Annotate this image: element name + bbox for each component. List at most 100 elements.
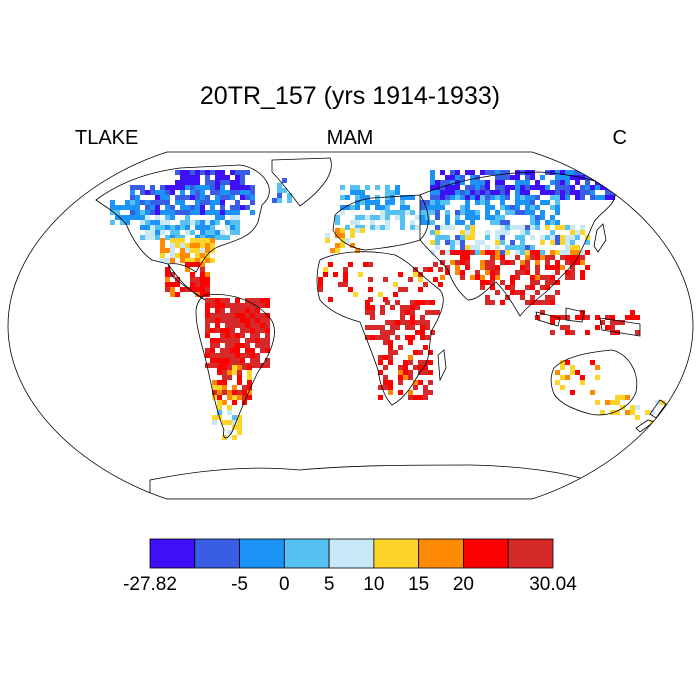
grid-cell bbox=[232, 390, 237, 395]
grid-cell bbox=[318, 282, 323, 287]
grid-cell bbox=[605, 190, 610, 195]
grid-cell bbox=[430, 250, 435, 255]
grid-cell bbox=[545, 300, 550, 305]
grid-cell bbox=[435, 235, 440, 240]
grid-cell bbox=[215, 328, 220, 333]
grid-cell bbox=[423, 385, 428, 390]
grid-cell bbox=[175, 235, 180, 240]
grid-cell bbox=[455, 270, 460, 275]
grid-cell bbox=[335, 233, 340, 238]
grid-cell bbox=[560, 250, 565, 255]
grid-cell bbox=[175, 195, 180, 200]
grid-cell bbox=[515, 290, 520, 295]
grid-cell bbox=[415, 330, 420, 335]
grid-cell bbox=[210, 238, 215, 243]
colorbar-swatch bbox=[418, 538, 464, 569]
grid-cell bbox=[165, 200, 170, 205]
grid-cell bbox=[445, 235, 450, 240]
grid-cell bbox=[220, 318, 225, 323]
grid-cell bbox=[240, 303, 245, 308]
grid-cell bbox=[225, 313, 230, 318]
grid-cell bbox=[425, 310, 430, 315]
grid-cell bbox=[418, 272, 423, 277]
grid-cell bbox=[430, 240, 435, 245]
grid-cell bbox=[560, 385, 565, 390]
grid-cell bbox=[480, 170, 485, 175]
grid-cell bbox=[190, 287, 195, 292]
grid-cell bbox=[190, 248, 195, 253]
grid-cell bbox=[230, 185, 235, 190]
grid-cell bbox=[160, 230, 165, 235]
grid-cell bbox=[232, 395, 237, 400]
grid-cell bbox=[580, 255, 585, 260]
grid-cell bbox=[420, 315, 425, 320]
grid-cell bbox=[595, 315, 600, 320]
grid-cell bbox=[505, 285, 510, 290]
grid-cell bbox=[380, 225, 385, 230]
grid-cell bbox=[595, 375, 600, 380]
grid-cell bbox=[460, 175, 465, 180]
grid-cell bbox=[350, 220, 355, 225]
grid-cell bbox=[230, 195, 235, 200]
grid-cell bbox=[580, 375, 585, 380]
grid-cell bbox=[495, 210, 500, 215]
grid-cell bbox=[395, 300, 400, 305]
grid-cell bbox=[490, 275, 495, 280]
grid-cell bbox=[175, 225, 180, 230]
grid-cell bbox=[222, 375, 227, 380]
colorbar-swatch bbox=[373, 538, 420, 569]
grid-cell bbox=[418, 370, 423, 375]
grid-cell bbox=[455, 210, 460, 215]
grid-cell bbox=[140, 235, 145, 240]
grid-cell bbox=[185, 170, 190, 175]
grid-cell bbox=[595, 365, 600, 370]
grid-cell bbox=[237, 370, 242, 375]
grid-cell bbox=[350, 205, 355, 210]
grid-cell bbox=[200, 220, 205, 225]
grid-cell bbox=[485, 280, 490, 285]
grid-cell bbox=[428, 267, 433, 272]
grid-cell bbox=[645, 410, 650, 415]
grid-cell bbox=[335, 248, 340, 253]
grid-cell bbox=[430, 180, 435, 185]
grid-cell bbox=[195, 210, 200, 215]
grid-cell bbox=[350, 233, 355, 238]
grid-cell bbox=[340, 205, 345, 210]
grid-cell bbox=[393, 282, 398, 287]
grid-cell bbox=[175, 210, 180, 215]
grid-cell bbox=[520, 295, 525, 300]
grid-cell bbox=[360, 195, 365, 200]
grid-cell bbox=[220, 175, 225, 180]
grid-cell bbox=[525, 190, 530, 195]
grid-cell bbox=[205, 238, 210, 243]
colorbar-tick-label: 20 bbox=[452, 574, 475, 595]
grid-cell bbox=[385, 200, 390, 205]
grid-cell bbox=[205, 253, 210, 258]
grid-cell bbox=[605, 195, 610, 200]
grid-cell bbox=[415, 300, 420, 305]
grid-cell bbox=[375, 325, 380, 330]
grid-cell bbox=[430, 330, 435, 335]
grid-cell bbox=[530, 195, 535, 200]
grid-cell bbox=[145, 190, 150, 195]
grid-cell bbox=[475, 215, 480, 220]
grid-cell bbox=[220, 210, 225, 215]
grid-cell bbox=[475, 245, 480, 250]
grid-cell bbox=[235, 200, 240, 205]
grid-cell bbox=[565, 330, 570, 335]
grid-cell bbox=[170, 230, 175, 235]
grid-cell bbox=[585, 315, 590, 320]
grid-cell bbox=[383, 355, 388, 360]
grid-cell bbox=[520, 200, 525, 205]
grid-cell bbox=[160, 210, 165, 215]
grid-cell bbox=[430, 210, 435, 215]
grid-cell bbox=[530, 280, 535, 285]
grid-cell bbox=[510, 205, 515, 210]
grid-cell bbox=[225, 225, 230, 230]
grid-cell bbox=[395, 320, 400, 325]
grid-cell bbox=[348, 287, 353, 292]
grid-cell bbox=[190, 277, 195, 282]
grid-cell bbox=[385, 190, 390, 195]
grid-cell bbox=[190, 258, 195, 263]
grid-cell bbox=[200, 225, 205, 230]
